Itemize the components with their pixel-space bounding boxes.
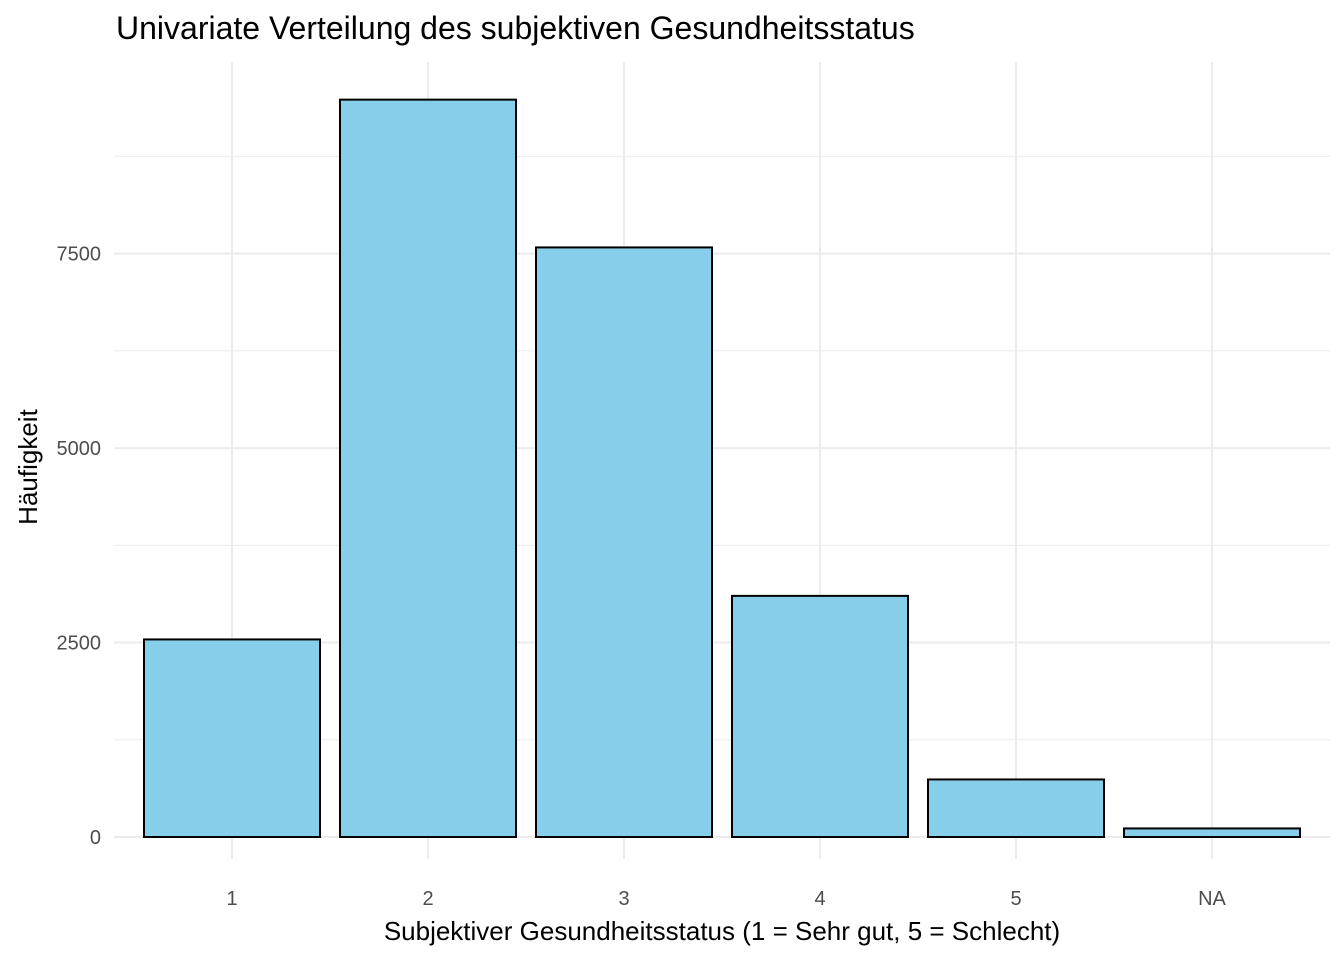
x-tick-label: 2 <box>422 888 433 910</box>
y-tick-label: 2500 <box>57 633 102 655</box>
bar-1 <box>143 638 321 838</box>
bar-5 <box>927 778 1105 839</box>
bar-na <box>1123 827 1301 839</box>
y-tick-label: 7500 <box>57 244 102 266</box>
bar-3 <box>535 246 713 838</box>
x-tick-label: NA <box>1198 888 1226 910</box>
bar-2 <box>339 98 517 838</box>
x-axis: 1 2 3 4 5 NA <box>226 888 1226 910</box>
x-tick-label: 4 <box>814 888 825 910</box>
x-tick-label: 3 <box>618 888 629 910</box>
x-axis-title: Subjektiver Gesundheitsstatus (1 = Sehr … <box>384 916 1060 946</box>
x-tick-label: 1 <box>226 888 237 910</box>
x-tick-label: 5 <box>1010 888 1021 910</box>
bars <box>143 98 1301 839</box>
y-axis: 0 2500 5000 7500 <box>57 244 102 849</box>
chart-title: Univariate Verteilung des subjektiven Ge… <box>116 10 915 46</box>
y-axis-title: Häufigkeit <box>13 408 43 524</box>
bar-4 <box>731 594 909 839</box>
y-tick-label: 0 <box>90 827 101 849</box>
y-tick-label: 5000 <box>57 438 102 460</box>
